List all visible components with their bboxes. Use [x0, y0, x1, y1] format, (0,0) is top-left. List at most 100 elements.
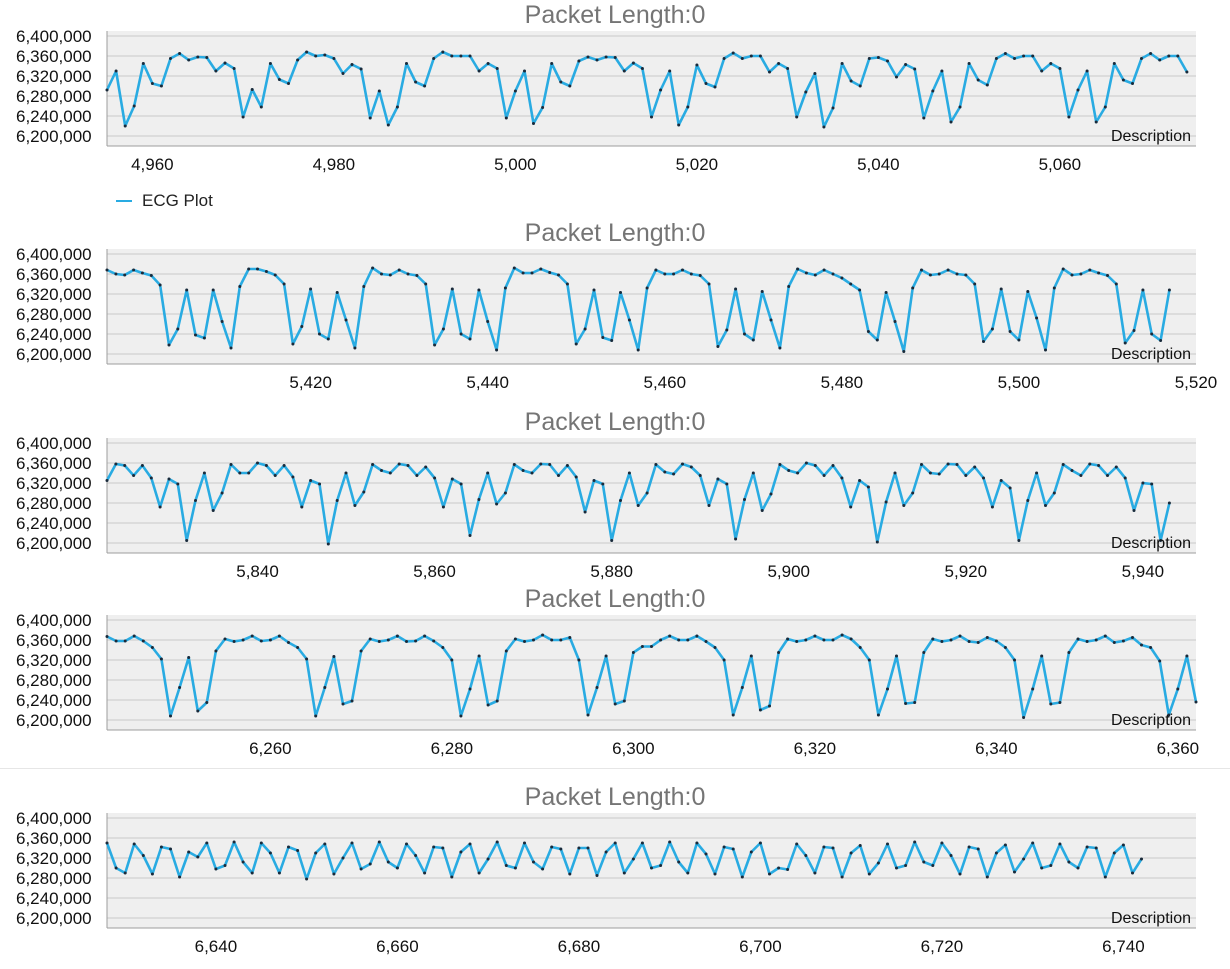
data-point: [314, 714, 318, 718]
data-point: [595, 686, 599, 689]
data-point: [256, 267, 259, 271]
data-point: [523, 841, 526, 845]
chart-panel-5: Packet Length:0 6,200,000 6,240,000 6,280,…: [0, 782, 1230, 962]
chart-svg: 6,200,0006,240,0006,280,0006,320,0006,36…: [16, 245, 1218, 392]
data-point: [132, 104, 136, 108]
data-point: [940, 640, 944, 643]
legend-label: ECG Plot: [142, 191, 213, 210]
data-point: [631, 61, 635, 65]
data-point: [734, 287, 738, 291]
data-point: [486, 62, 490, 65]
data-point: [1176, 687, 1180, 691]
data-point: [849, 505, 853, 509]
data-point: [341, 702, 345, 706]
data-point: [786, 637, 790, 641]
data-point: [559, 80, 563, 84]
data-point: [840, 633, 844, 637]
x-tick-label: 4,960: [131, 155, 174, 174]
data-point: [232, 640, 236, 643]
data-point: [159, 84, 163, 88]
data-point: [229, 346, 233, 350]
data-point: [362, 490, 366, 494]
data-point: [695, 63, 699, 67]
data-point: [804, 854, 808, 857]
data-point: [176, 482, 180, 486]
y-tick-label: 6,400,000: [16, 245, 92, 264]
y-tick-label: 6,200,000: [16, 909, 92, 928]
data-point: [976, 847, 980, 851]
data-point: [441, 505, 445, 509]
data-point: [105, 635, 109, 638]
data-point: [920, 463, 923, 466]
data-point: [973, 465, 977, 469]
data-point: [1123, 341, 1127, 345]
data-point: [1058, 701, 1062, 704]
x-tick-label: 5,040: [857, 155, 900, 174]
data-point: [777, 866, 781, 870]
data-point: [1058, 67, 1062, 70]
y-tick-label: 6,200,000: [16, 534, 92, 553]
data-point: [999, 479, 1003, 482]
y-tick-label: 6,240,000: [16, 325, 92, 344]
data-point: [949, 120, 953, 124]
data-point: [532, 860, 535, 864]
data-point: [994, 57, 998, 60]
data-point: [931, 637, 935, 641]
data-point: [415, 274, 419, 277]
data-point: [1035, 471, 1039, 475]
data-point: [565, 282, 569, 286]
data-point: [377, 840, 381, 844]
data-point: [1058, 842, 1062, 846]
data-point: [1003, 843, 1007, 847]
x-tick-label: 5,520: [1175, 373, 1218, 392]
data-point: [176, 327, 180, 331]
data-point: [414, 80, 418, 84]
data-point: [622, 871, 626, 875]
data-point: [976, 641, 980, 644]
data-point: [902, 350, 906, 353]
data-point: [414, 854, 418, 857]
data-point: [577, 59, 581, 63]
data-point: [1106, 274, 1109, 277]
data-point: [707, 282, 711, 286]
data-point: [636, 504, 640, 507]
data-point: [238, 285, 242, 288]
data-point: [450, 477, 454, 481]
data-point: [758, 54, 762, 58]
data-point: [344, 471, 348, 475]
data-point: [557, 474, 560, 477]
data-point: [813, 634, 817, 638]
data-point: [521, 469, 525, 472]
data-point: [689, 272, 693, 276]
data-point: [388, 273, 392, 277]
data-point: [813, 273, 817, 277]
data-point: [955, 463, 959, 466]
data-point: [167, 343, 171, 347]
data-point: [913, 701, 917, 704]
data-point: [731, 847, 735, 851]
data-point: [287, 641, 290, 644]
data-point: [867, 658, 871, 662]
data-point: [713, 872, 717, 876]
data-point: [559, 638, 563, 642]
data-point: [539, 462, 543, 466]
data-point: [858, 288, 862, 292]
y-tick-label: 6,360,000: [16, 829, 92, 848]
plot-area: [107, 31, 1196, 146]
chart-description: Description: [1111, 712, 1191, 729]
data-point: [631, 857, 635, 861]
data-point: [822, 125, 826, 129]
data-point: [495, 502, 499, 506]
data-point: [787, 285, 791, 288]
data-point: [344, 318, 348, 322]
data-point: [1140, 857, 1143, 861]
data-point: [232, 840, 236, 844]
data-point: [668, 840, 672, 844]
chart-description: Description: [1111, 535, 1191, 552]
data-point: [314, 54, 318, 58]
data-point: [577, 846, 581, 850]
data-point: [795, 115, 799, 119]
data-point: [477, 498, 481, 501]
data-point: [955, 272, 959, 276]
data-point: [459, 714, 463, 718]
